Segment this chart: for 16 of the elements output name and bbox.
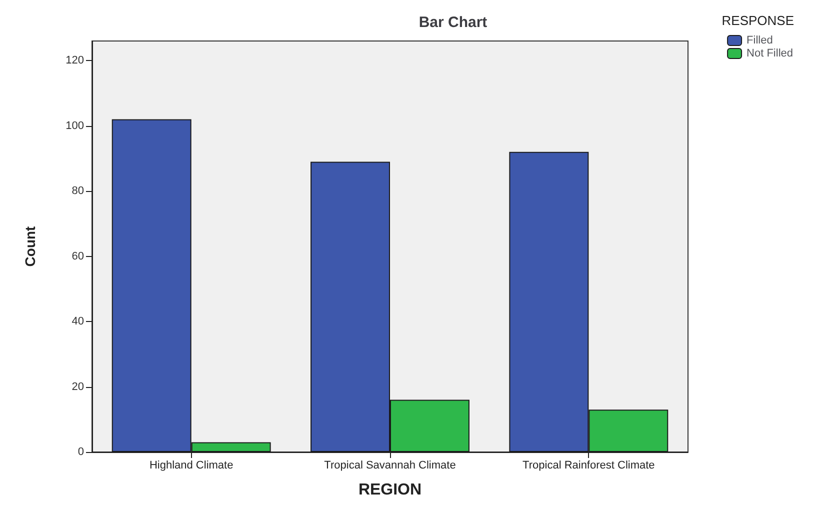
chart-title: Bar Chart	[418, 14, 488, 31]
y-tick-label: 100	[66, 120, 84, 132]
x-tick-label: Tropical Rainforest Climate	[522, 460, 655, 472]
legend-label: Not Filled	[746, 48, 794, 60]
y-tick-label: 80	[72, 185, 84, 198]
y-tick-label: 60	[72, 250, 84, 262]
y-tick-label: 120	[66, 54, 84, 67]
x-tick-label: Highland Climate	[149, 460, 234, 472]
y-tick-label: 0	[78, 446, 84, 458]
y-axis-title: Count	[22, 226, 38, 267]
x-tick-label: Tropical Savannah Climate	[324, 460, 456, 472]
legend-title: RESPONSE	[722, 13, 794, 28]
x-axis-title: REGION	[358, 482, 422, 498]
y-tick-label: 20	[72, 380, 84, 393]
y-tick-label: 40	[72, 316, 84, 328]
legend-label: Filled	[746, 34, 773, 46]
